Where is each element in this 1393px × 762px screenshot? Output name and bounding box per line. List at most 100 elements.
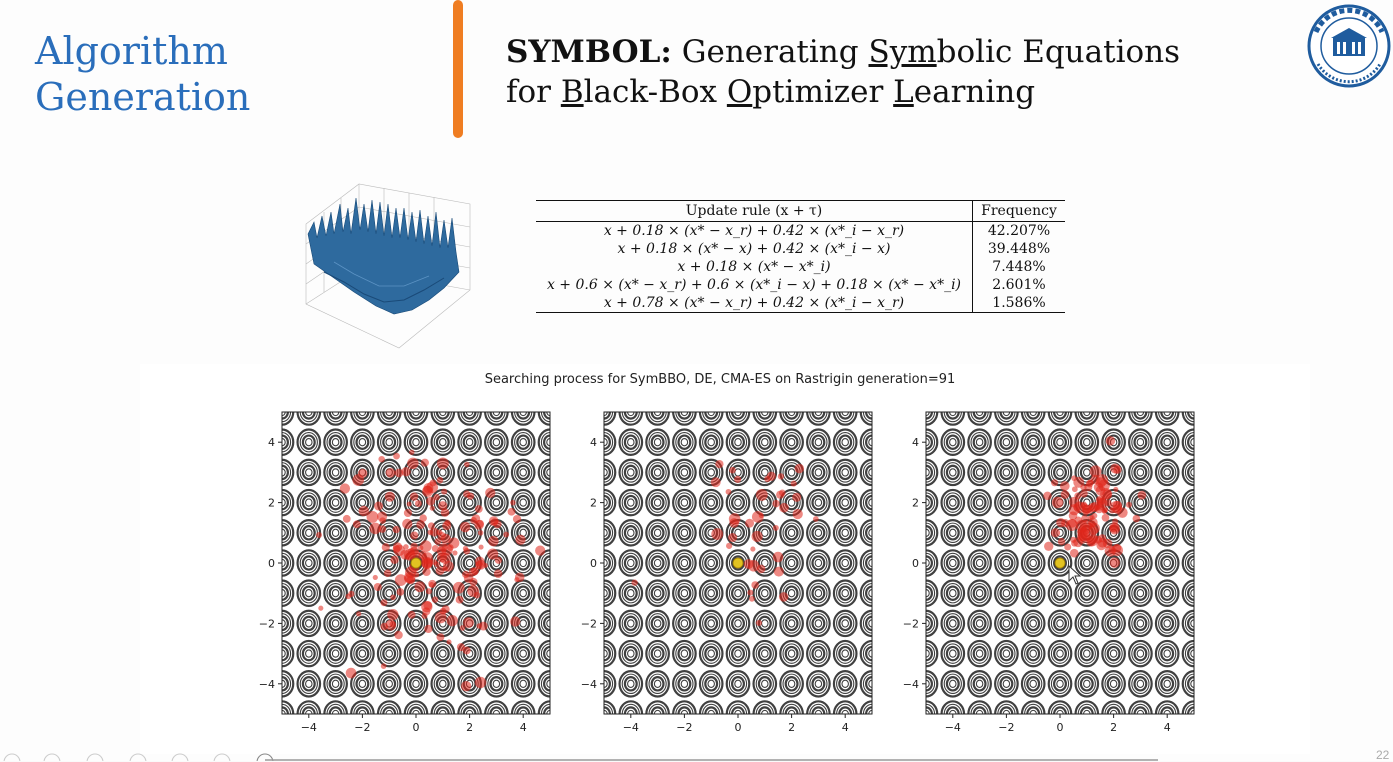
nav-prev-icon	[3, 753, 21, 761]
population-point	[1074, 492, 1082, 500]
population-point	[373, 582, 382, 592]
population-point	[434, 611, 447, 624]
population-point	[777, 473, 785, 480]
population-point	[439, 607, 447, 615]
population-point	[470, 517, 478, 524]
population-point	[1080, 489, 1088, 498]
population-point	[1087, 515, 1094, 521]
population-point	[394, 468, 404, 478]
beamer-navigation-bar[interactable]	[0, 748, 1393, 761]
population-point	[459, 521, 471, 533]
population-point	[446, 639, 452, 645]
population-point	[1064, 543, 1072, 551]
population-point	[710, 477, 721, 488]
population-point	[1067, 518, 1077, 528]
population-point	[726, 542, 733, 549]
population-point	[1093, 482, 1104, 492]
population-point	[436, 633, 445, 642]
x-tick-label: 4	[520, 721, 527, 734]
population-point	[1056, 517, 1066, 528]
population-point	[369, 522, 382, 535]
population-point	[429, 505, 435, 511]
y-tick-label: 0	[268, 557, 275, 570]
population-point	[1051, 496, 1064, 509]
y-tick-label: 0	[912, 557, 919, 570]
population-point	[390, 555, 399, 565]
population-point	[1102, 506, 1109, 513]
population-point	[400, 549, 411, 560]
population-point	[419, 540, 432, 553]
population-point	[475, 560, 484, 570]
population-point	[507, 507, 516, 516]
population-point	[468, 567, 478, 577]
population-point	[1113, 465, 1122, 474]
population-point	[1069, 548, 1079, 558]
population-point	[342, 514, 351, 523]
x-tick-label: 0	[1057, 721, 1064, 734]
paper-title-text: bolic Equations	[936, 34, 1181, 70]
population-point	[1089, 465, 1102, 478]
paper-title-text: Generating	[671, 34, 869, 70]
population-point	[444, 519, 451, 526]
y-tick-label: 0	[590, 557, 597, 570]
population-point	[745, 518, 755, 528]
population-point	[512, 514, 522, 524]
population-point	[436, 552, 447, 563]
population-point	[394, 574, 407, 586]
population-point	[392, 525, 400, 534]
population-point	[380, 599, 388, 607]
population-point	[1059, 481, 1070, 491]
population-point	[772, 551, 784, 563]
population-point	[414, 581, 426, 593]
population-point	[1094, 505, 1104, 514]
population-point	[503, 531, 510, 538]
population-point	[424, 624, 433, 634]
population-point	[403, 508, 413, 518]
population-point	[1111, 544, 1123, 557]
paper-title-text: for	[506, 74, 561, 110]
population-point	[422, 567, 431, 577]
population-point	[474, 505, 483, 513]
population-point	[711, 528, 724, 540]
frequency-cell: 42.207%	[987, 223, 1051, 239]
nav-next-icon	[43, 753, 61, 761]
nav-subsection-icon	[171, 753, 189, 761]
population-point	[747, 589, 754, 596]
paper-title-bold: SYMBOL:	[506, 34, 672, 70]
paper-title-text: ptimizer	[752, 74, 894, 110]
population-point	[356, 611, 362, 617]
population-point	[1137, 490, 1147, 500]
population-point	[452, 550, 458, 556]
population-point	[476, 623, 482, 629]
population-point	[750, 546, 756, 552]
y-tick-label: −2	[259, 617, 275, 630]
population-point	[427, 529, 434, 536]
population-point	[1043, 491, 1052, 501]
population-point	[1071, 486, 1078, 493]
population-point	[463, 573, 474, 583]
population-point	[440, 508, 450, 517]
population-point	[379, 517, 386, 524]
population-point	[1108, 546, 1116, 554]
population-point	[1089, 520, 1096, 528]
y-tick-label: 4	[590, 436, 597, 449]
population-point	[339, 483, 351, 494]
population-point	[715, 459, 724, 469]
population-point	[794, 463, 805, 474]
population-point	[467, 585, 479, 597]
population-point	[510, 616, 521, 627]
nav-search-icon	[213, 753, 231, 761]
population-point	[728, 513, 741, 525]
population-point	[772, 524, 779, 531]
population-point	[366, 510, 379, 523]
y-tick-label: 2	[912, 497, 919, 510]
population-point	[438, 501, 448, 511]
update-rule-cell: x + 0.78 × (x* − x_r) + 0.42 × (x*_i − x…	[536, 294, 973, 313]
population-point	[384, 491, 395, 502]
paper-title-line2: for Black-Box Optimizer Learning	[506, 72, 1180, 112]
population-point	[1109, 557, 1120, 568]
population-point	[431, 596, 439, 603]
population-point	[1071, 475, 1077, 481]
y-tick-label: −4	[903, 678, 919, 691]
